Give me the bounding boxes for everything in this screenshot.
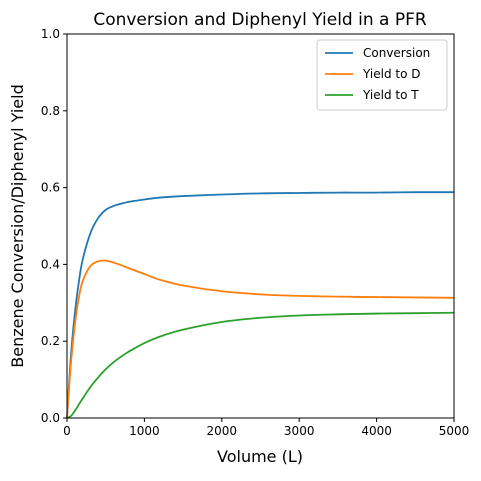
tick-marks: 0 1000 2000 3000 4000 5000 0.0 0.2 0.4 0.6 0.8 1.0 — [41, 27, 469, 438]
y-axis-title: Benzene Conversion/Diphenyl Yield — [8, 84, 27, 368]
y-tick-label: 1.0 — [41, 27, 60, 41]
x-tick-label: 2000 — [207, 424, 238, 438]
legend-label: Conversion — [363, 46, 430, 60]
legend: Conversion Yield to D Yield to T — [316, 39, 448, 111]
y-tick-label: 0.2 — [41, 334, 60, 348]
legend-label: Yield to D — [362, 67, 421, 81]
y-tick-label: 0.6 — [41, 181, 60, 195]
axes — [66, 33, 455, 419]
series-line-conversion — [66, 191, 455, 419]
chart-title: Conversion and Diphenyl Yield in a PFR — [93, 10, 427, 30]
y-tick-label: 0.8 — [41, 104, 60, 118]
axes-frame — [66, 33, 455, 419]
x-tick-label: 3000 — [284, 424, 315, 438]
x-tick-label: 1000 — [129, 424, 160, 438]
y-tick-label: 0.4 — [41, 257, 60, 271]
x-tick-label: 5000 — [439, 424, 470, 438]
x-tick-label: 4000 — [361, 424, 392, 438]
legend-label: Yield to T — [362, 88, 419, 102]
series-lines — [66, 191, 455, 419]
x-axis-title: Volume (L) — [217, 447, 303, 466]
x-tick-label: 0 — [63, 424, 71, 438]
y-tick-label: 0.0 — [41, 411, 60, 425]
legend-box — [316, 39, 448, 111]
series-line-yield-to-t — [66, 311, 455, 419]
series-line-yield-to-d — [66, 259, 455, 419]
